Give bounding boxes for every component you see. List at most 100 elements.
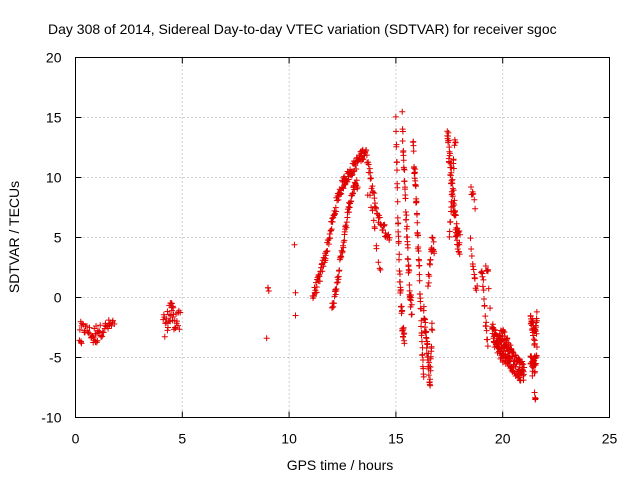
data-point bbox=[363, 152, 370, 159]
data-point bbox=[393, 167, 400, 174]
data-point bbox=[340, 244, 347, 251]
data-point bbox=[401, 178, 408, 185]
data-point bbox=[425, 279, 432, 286]
data-point bbox=[328, 227, 335, 234]
data-point bbox=[401, 330, 408, 337]
data-point bbox=[404, 223, 411, 230]
data-point bbox=[420, 373, 427, 380]
data-point bbox=[412, 183, 419, 190]
data-point bbox=[94, 337, 101, 344]
data-point bbox=[519, 358, 526, 365]
data-point bbox=[481, 296, 488, 303]
data-point bbox=[292, 289, 299, 296]
data-point bbox=[517, 377, 524, 384]
data-point bbox=[485, 285, 492, 292]
data-point bbox=[431, 250, 438, 257]
data-point bbox=[338, 190, 345, 197]
data-point bbox=[376, 265, 383, 272]
data-point bbox=[340, 185, 347, 192]
data-point bbox=[448, 169, 455, 176]
data-point bbox=[483, 327, 490, 334]
data-point bbox=[386, 234, 393, 241]
data-point bbox=[365, 161, 372, 168]
data-point bbox=[531, 340, 538, 347]
data-point bbox=[263, 335, 270, 342]
data-point bbox=[76, 326, 83, 333]
data-point bbox=[399, 128, 406, 135]
data-point bbox=[416, 277, 423, 284]
data-point bbox=[395, 220, 402, 227]
data-point bbox=[410, 148, 417, 155]
data-point bbox=[399, 108, 406, 115]
data-point bbox=[456, 251, 463, 258]
data-point bbox=[173, 318, 180, 325]
data-point bbox=[445, 137, 452, 144]
data-point bbox=[401, 340, 408, 347]
data-point bbox=[320, 263, 327, 270]
data-point bbox=[393, 158, 400, 165]
data-point bbox=[429, 327, 436, 334]
data-point bbox=[372, 200, 379, 207]
data-point bbox=[422, 319, 429, 326]
data-point bbox=[371, 195, 378, 202]
data-point bbox=[336, 267, 343, 274]
data-point bbox=[427, 382, 434, 389]
data-point bbox=[341, 237, 348, 244]
data-point bbox=[424, 283, 431, 290]
data-point bbox=[446, 159, 453, 166]
data-point bbox=[403, 212, 410, 219]
data-point bbox=[376, 214, 383, 221]
data-point bbox=[351, 186, 358, 193]
data-point bbox=[484, 343, 491, 350]
data-point bbox=[394, 198, 401, 205]
data-point bbox=[413, 199, 420, 206]
data-point bbox=[468, 183, 475, 190]
data-point bbox=[426, 363, 433, 370]
data-point bbox=[313, 283, 320, 290]
data-point bbox=[345, 176, 352, 183]
data-point bbox=[105, 325, 112, 332]
data-point bbox=[406, 282, 413, 289]
data-point bbox=[404, 244, 411, 251]
data-point bbox=[474, 282, 481, 289]
y-tick-label: 0 bbox=[54, 290, 62, 306]
data-point bbox=[428, 326, 435, 333]
data-point bbox=[449, 191, 456, 198]
data-point bbox=[360, 156, 367, 163]
data-point bbox=[310, 293, 317, 300]
data-point bbox=[508, 345, 515, 352]
data-point bbox=[533, 330, 540, 337]
data-point bbox=[533, 344, 540, 351]
data-point bbox=[341, 181, 348, 188]
data-point bbox=[416, 262, 423, 269]
data-point bbox=[408, 294, 415, 301]
data-point bbox=[377, 266, 384, 273]
data-point bbox=[78, 340, 85, 347]
y-tick-label: 10 bbox=[46, 170, 62, 186]
data-point bbox=[487, 305, 494, 312]
data-point bbox=[161, 333, 168, 340]
data-point bbox=[343, 219, 350, 226]
data-point bbox=[468, 245, 475, 252]
data-point bbox=[412, 166, 419, 173]
data-point bbox=[160, 316, 167, 323]
data-point bbox=[490, 326, 497, 333]
data-point bbox=[402, 209, 409, 216]
data-point bbox=[344, 214, 351, 221]
data-point bbox=[169, 303, 176, 310]
data-point bbox=[423, 328, 430, 335]
data-point bbox=[334, 279, 341, 286]
data-point bbox=[418, 323, 425, 330]
data-point bbox=[165, 324, 172, 331]
data-point bbox=[428, 343, 435, 350]
x-tick-label: 0 bbox=[72, 431, 80, 447]
data-point bbox=[533, 308, 540, 315]
data-point bbox=[319, 260, 326, 267]
data-point bbox=[445, 129, 452, 136]
data-point bbox=[470, 190, 477, 197]
data-point bbox=[500, 328, 507, 335]
data-point bbox=[265, 284, 272, 291]
data-point bbox=[402, 184, 409, 191]
data-point bbox=[368, 175, 375, 182]
